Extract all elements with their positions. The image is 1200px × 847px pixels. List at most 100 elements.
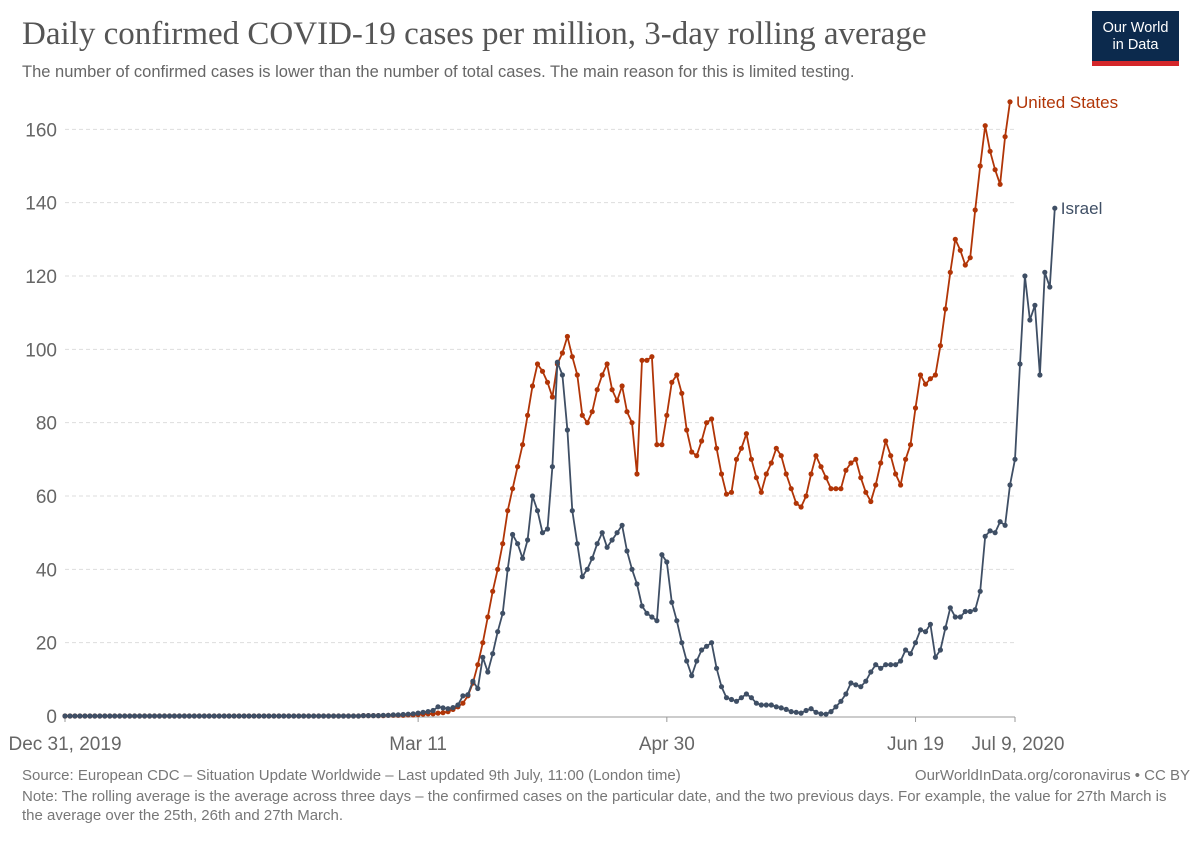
note-text: Note: The rolling average is the average… [22, 788, 1167, 824]
data-point [723, 695, 730, 701]
data-point [828, 486, 834, 492]
data-point [82, 713, 88, 719]
data-point [236, 713, 242, 719]
data-point [907, 651, 914, 657]
data-point [206, 713, 212, 719]
data-point [753, 700, 760, 706]
data-point [763, 471, 769, 477]
series-labels: United States Israel [1016, 93, 1118, 218]
data-point [1052, 205, 1058, 211]
data-point [400, 711, 406, 718]
data-point [753, 475, 760, 481]
data-point [1002, 134, 1008, 140]
data-point [286, 713, 292, 719]
data-point [843, 467, 849, 473]
data-point [460, 700, 466, 706]
data-point [579, 574, 585, 580]
data-point [77, 713, 83, 719]
data-point [659, 442, 665, 448]
data-point [937, 343, 944, 349]
data-point [704, 643, 710, 649]
data-point [490, 651, 496, 657]
data-point [768, 702, 774, 708]
data-point [181, 713, 187, 719]
data-point [107, 713, 113, 719]
data-point [798, 504, 804, 510]
data-point [649, 354, 655, 360]
data-point [395, 712, 401, 718]
data-point [480, 640, 486, 646]
data-point [87, 713, 93, 719]
data-point [873, 662, 879, 668]
data-point [559, 372, 566, 378]
data-point [539, 368, 546, 374]
y-tick-label: 40 [36, 560, 57, 581]
data-point [261, 713, 267, 719]
data-point [778, 705, 784, 711]
data-point [102, 713, 108, 719]
data-point [733, 698, 740, 704]
data-point [534, 361, 541, 367]
x-tick-label: Mar 11 [389, 734, 447, 755]
data-point [112, 713, 118, 719]
data-point [783, 471, 789, 477]
data-point [62, 713, 68, 719]
data-point [520, 442, 526, 448]
data-point [893, 662, 899, 668]
data-point [425, 709, 431, 715]
data-point [917, 627, 924, 633]
data-point [932, 372, 939, 378]
data-point [599, 372, 605, 378]
data-point [972, 607, 978, 613]
data-point [1037, 372, 1043, 378]
data-point [808, 471, 814, 477]
data-point [569, 354, 575, 360]
data-point [440, 705, 446, 711]
data-point [883, 662, 889, 668]
data-point [122, 713, 128, 719]
data-point [659, 552, 665, 558]
data-point [370, 713, 376, 719]
data-point [793, 709, 799, 715]
data-point [942, 306, 949, 312]
y-tick-label: 100 [25, 340, 57, 361]
data-point [833, 704, 839, 710]
data-point [878, 665, 884, 671]
data-point [704, 420, 710, 426]
data-point [748, 456, 755, 462]
data-point [390, 712, 396, 718]
data-point [952, 614, 958, 620]
data-point [927, 621, 934, 627]
data-point [375, 713, 381, 719]
series-united-states [62, 99, 1013, 719]
owid-logo[interactable]: Our World in Data [1092, 11, 1179, 66]
data-point [549, 464, 556, 470]
data-point [898, 482, 904, 488]
data-point [321, 713, 327, 719]
data-point [161, 713, 168, 719]
data-point [509, 531, 516, 538]
data-point [564, 333, 571, 340]
chart-footer: Source: European CDC – Situation Update … [22, 767, 1190, 825]
data-point [723, 491, 730, 497]
y-tick-label: 80 [36, 414, 57, 435]
data-point [221, 713, 227, 719]
data-point [977, 163, 983, 169]
data-point [714, 665, 720, 671]
data-point [873, 482, 879, 488]
data-point [992, 530, 998, 536]
y-tick-label: 20 [36, 634, 57, 655]
data-point [584, 566, 590, 572]
data-point [694, 453, 700, 459]
data-point [674, 618, 680, 624]
data-point [669, 379, 675, 385]
data-point [823, 711, 829, 717]
source-url-link[interactable]: OurWorldInData.org/coronavirus • CC BY [914, 767, 1190, 784]
data-point [67, 713, 73, 719]
data-point [634, 581, 640, 587]
data-point [848, 460, 854, 466]
data-point [574, 372, 580, 378]
data-point [291, 713, 297, 719]
data-point [868, 498, 874, 505]
data-point [1027, 317, 1033, 323]
